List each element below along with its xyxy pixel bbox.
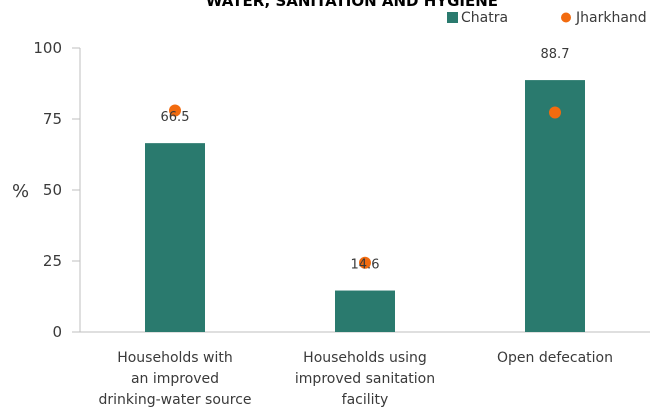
legend-marker-jharkhand: [561, 13, 571, 23]
category-label: facility: [342, 392, 389, 408]
legend-swatch-chatra: [447, 12, 458, 23]
y-tick-label: 25: [43, 252, 62, 270]
y-tick-label: 0: [52, 323, 62, 341]
category-label: Households with: [117, 350, 233, 366]
data-label-chatra-0: 66.5: [161, 110, 190, 125]
category-label: Open defecation: [497, 350, 613, 366]
data-label-chatra-2: 88.7: [541, 47, 570, 62]
data-label-chatra-1: 14.6: [351, 258, 380, 273]
legend-label-jharkhand: Jharkhand: [575, 10, 647, 26]
y-axis-title: %: [12, 181, 29, 202]
y-tick-label: 50: [43, 181, 62, 199]
bar-chatra-1: [335, 291, 395, 332]
category-label: drinking-water source: [98, 392, 251, 408]
category-label: an improved: [131, 371, 219, 387]
category-label: improved sanitation: [295, 371, 435, 387]
y-tick-label: 100: [33, 39, 62, 57]
bar-chatra-0: [145, 143, 205, 332]
y-tick-label: 75: [43, 110, 62, 128]
marker-jharkhand-2: [549, 106, 561, 118]
category-label: Households using: [303, 350, 427, 366]
legend-label-chatra: Chatra: [461, 10, 508, 26]
chart-title: WATER, SANITATION AND HYGIENE: [206, 0, 498, 10]
